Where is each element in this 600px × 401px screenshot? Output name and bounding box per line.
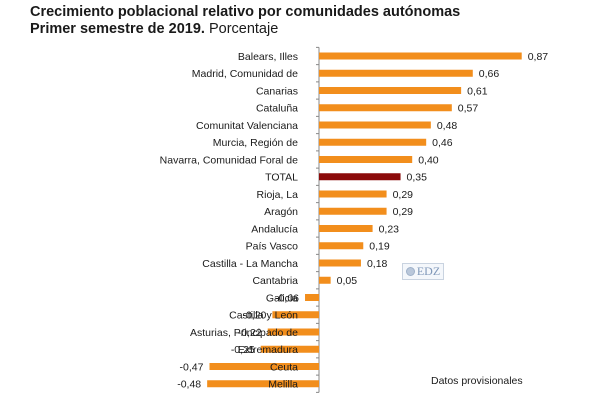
category-label: Murcia, Región de	[213, 137, 298, 149]
data-label: 0,29	[393, 206, 414, 218]
bar-12	[319, 259, 361, 267]
data-label: 0,46	[432, 137, 453, 149]
bar-9	[319, 207, 387, 215]
data-label: -0,20	[242, 310, 266, 322]
bar-1	[319, 69, 473, 77]
category-label: Melilla	[268, 379, 298, 391]
bar-17	[260, 345, 319, 353]
category-label: Comunitat Valenciana	[196, 120, 298, 132]
category-label: País Vasco	[246, 241, 298, 253]
bar-5	[319, 138, 427, 146]
data-label: 0,23	[379, 223, 400, 235]
category-label: TOTAL	[265, 172, 298, 184]
chart-title: Crecimiento poblacional relativo por com…	[30, 4, 461, 20]
bar-7	[319, 173, 401, 181]
data-label: 0,18	[367, 258, 388, 270]
data-label: -0,47	[180, 361, 204, 373]
category-label: Canarias	[256, 85, 298, 97]
chart-title-block: Crecimiento poblacional relativo por com…	[30, 4, 460, 38]
category-label: Galicia	[266, 292, 298, 304]
category-label: Cantabria	[252, 275, 298, 287]
data-label: 0,57	[458, 103, 479, 115]
edz-watermark-text: EDZ	[416, 264, 441, 278]
bar-14	[305, 294, 319, 301]
data-label: 0,05	[337, 275, 358, 287]
data-label: 0,29	[393, 189, 414, 201]
category-label: Asturias, Principado de	[190, 327, 298, 339]
globe-icon	[405, 267, 415, 276]
category-label: Cataluña	[256, 103, 298, 115]
bar-4	[319, 121, 431, 129]
data-label: 0,35	[407, 172, 428, 184]
category-label: Castilla - La Mancha	[202, 258, 298, 270]
data-label: -0,48	[177, 379, 201, 391]
category-label: Rioja, La	[257, 189, 299, 201]
data-label: 0,40	[418, 154, 439, 166]
bar-8	[319, 190, 387, 198]
edz-watermark: EDZ	[402, 263, 444, 280]
chart-subtitle-unit: Porcentaje	[208, 21, 279, 37]
footnote: Datos provisionales	[431, 375, 523, 387]
data-label: -0,25	[231, 344, 255, 356]
data-label: 0,87	[528, 51, 549, 63]
bar-6	[319, 156, 413, 163]
bar-18	[209, 363, 319, 370]
bar-0	[319, 52, 522, 60]
category-label: Navarra, Comunidad Foral de	[160, 154, 298, 166]
data-label: 0,48	[437, 120, 458, 132]
category-label: Extremadura	[238, 344, 298, 356]
bar-19	[207, 380, 319, 388]
data-label: 0,66	[479, 68, 500, 80]
category-label: Aragón	[264, 206, 298, 218]
bar-11	[319, 242, 364, 250]
data-label: -0,22	[238, 327, 262, 339]
data-label: 0,19	[369, 241, 390, 253]
category-label: Balears, Illes	[238, 51, 298, 63]
chart-subtitle-bold: Primer semestre de 2019.	[30, 21, 205, 37]
category-label: Madrid, Comunidad de	[192, 68, 298, 80]
data-label: -0,06	[275, 292, 299, 304]
bar-10	[319, 225, 373, 232]
category-label: Andalucía	[251, 223, 298, 235]
category-label: Ceuta	[270, 361, 298, 373]
bar-13	[319, 276, 331, 284]
bar-3	[319, 104, 452, 112]
bar-2	[319, 87, 462, 94]
data-label: 0,61	[467, 85, 488, 97]
bar-16	[267, 328, 319, 336]
bar-15	[272, 311, 319, 319]
category-label: Castilla y León	[229, 310, 298, 322]
